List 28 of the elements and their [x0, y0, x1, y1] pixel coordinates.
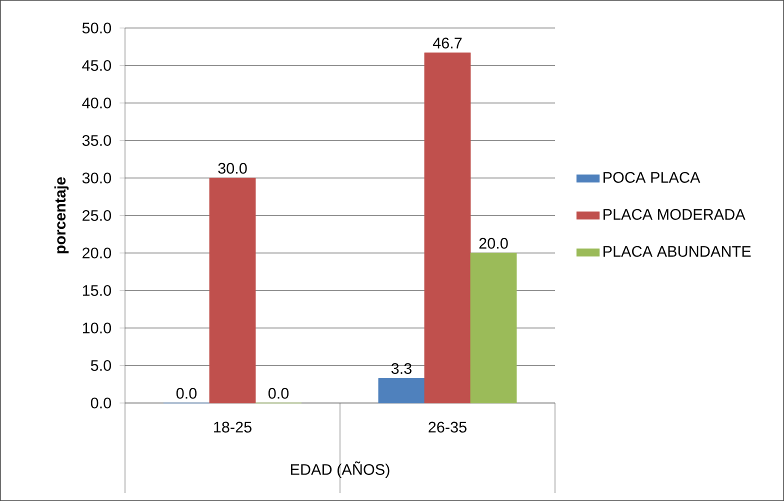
y-tick-label: 50.0: [82, 22, 112, 34]
x-tick-label: 26-35: [428, 422, 466, 433]
y-tick-label: 25.0: [82, 210, 112, 221]
legend-label: PLACA ABUNDANTE: [604, 246, 751, 257]
legend-label: POCA PLACA: [604, 172, 700, 183]
bar: [424, 52, 471, 404]
data-label: 0.0: [176, 388, 197, 399]
y-tick-label: 0.0: [90, 398, 112, 408]
y-tick-label: 5.0: [90, 360, 112, 371]
data-label: 30.0: [218, 162, 247, 174]
bar: [470, 252, 517, 404]
y-tick-label: 10.0: [82, 322, 112, 334]
y-tick-label: 30.0: [82, 172, 112, 184]
data-label: 0.0: [268, 388, 289, 399]
data-label: 3.3: [391, 363, 412, 374]
y-axis-title: porcentaje: [54, 177, 69, 254]
data-label: 46.7: [432, 38, 462, 48]
x-tick-label: 18-25: [214, 422, 252, 433]
y-tick-label: 45.0: [82, 60, 112, 71]
y-tick-label: 40.0: [82, 98, 112, 108]
legend-label: PLACA MODERADA: [604, 209, 746, 220]
y-tick-label: 15.0: [82, 285, 112, 296]
y-tick-label: 20.0: [82, 248, 112, 258]
bar: [209, 178, 256, 404]
x-axis-title: EDAD (AÑOS): [290, 461, 390, 478]
bar: [378, 378, 425, 404]
data-label: 20.0: [479, 238, 508, 249]
y-tick-label: 35.0: [82, 135, 112, 146]
